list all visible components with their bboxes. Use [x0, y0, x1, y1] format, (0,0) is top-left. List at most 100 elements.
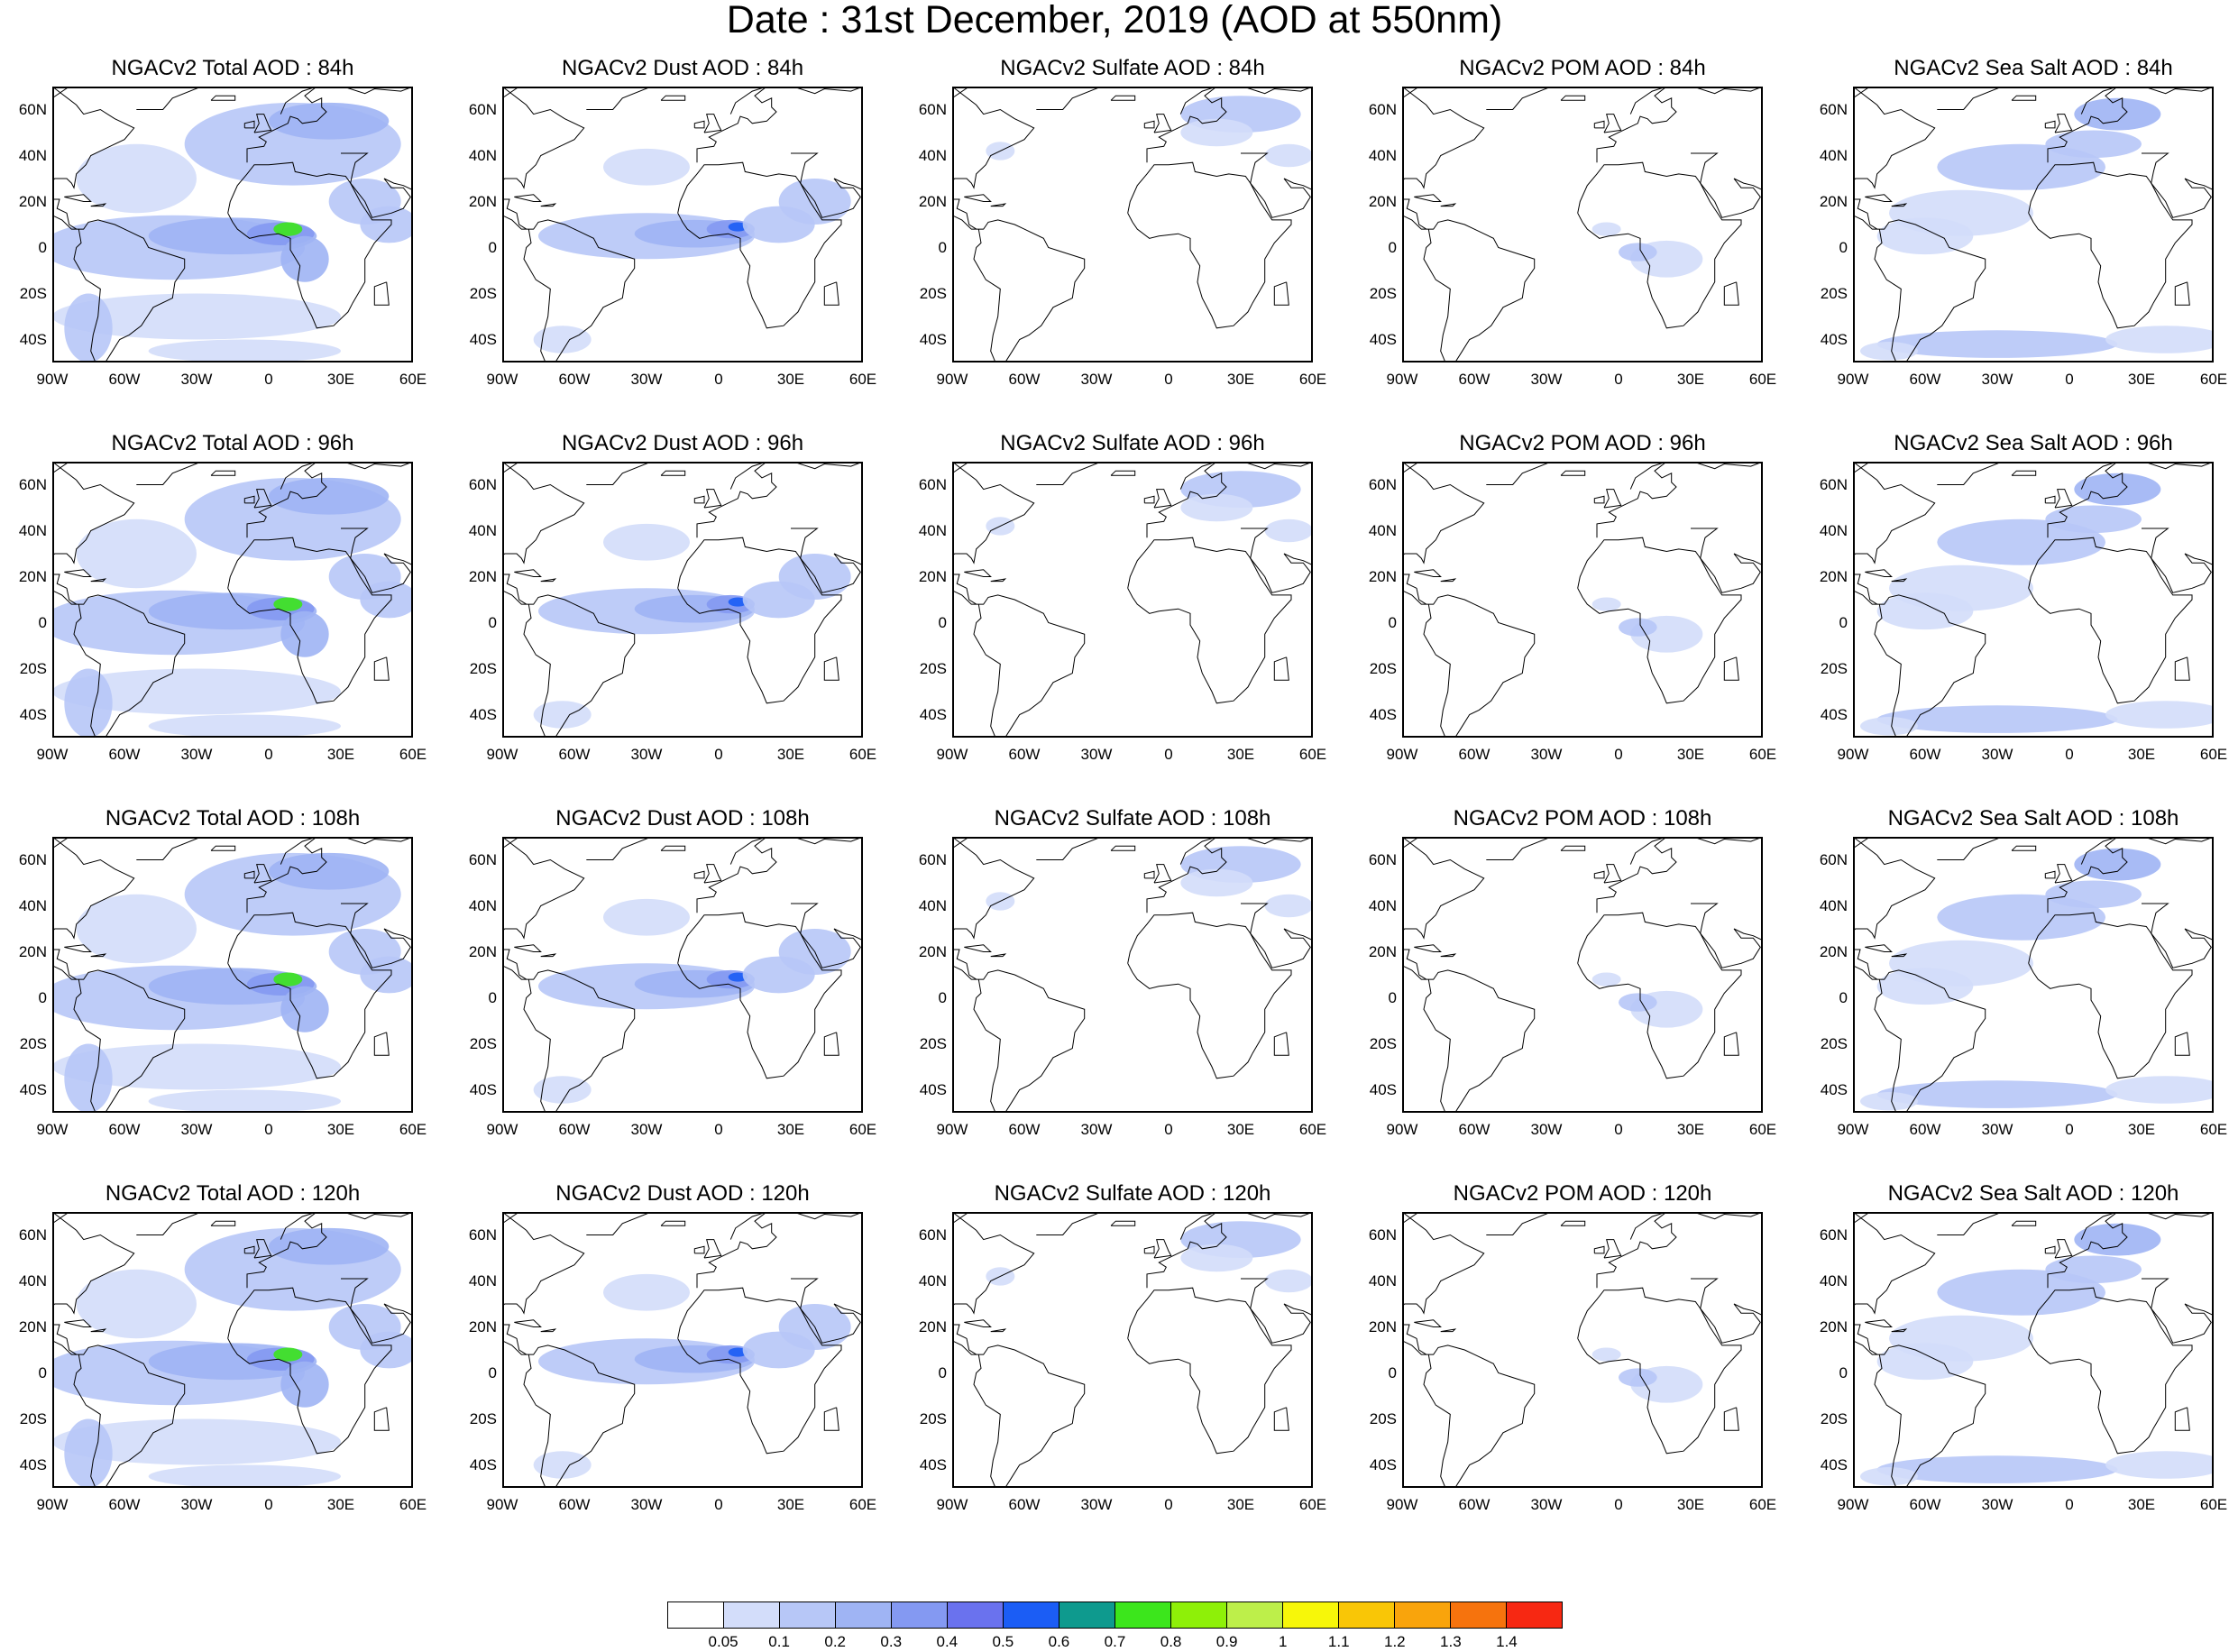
- map-panel: NGACv2 Dust AOD : 84h 60N 40N 20N 0 20S 40S 90W…: [469, 56, 876, 388]
- coastline: [1179, 1214, 1213, 1240]
- lon-tick-label: 30W: [1981, 1496, 2013, 1513]
- coastline: [280, 1214, 313, 1240]
- colorbar-box: [1171, 1602, 1227, 1628]
- lat-tick-label: 20S: [19, 284, 47, 302]
- lon-tick-label: 30W: [180, 371, 213, 388]
- coastline: [2028, 1287, 2193, 1455]
- aod-field: [148, 714, 341, 736]
- coastline: [1603, 114, 1622, 133]
- lon-tick-label: 30E: [1226, 1121, 1255, 1138]
- coastline: [1179, 88, 1213, 115]
- aod-field: [64, 1043, 113, 1111]
- coastline: [1404, 574, 1536, 736]
- coastline: [1865, 944, 1893, 952]
- lat-tick-label: 0: [1388, 613, 1397, 631]
- lon-tick-label: 90W: [1837, 1121, 1869, 1138]
- coastline: [1404, 463, 1417, 473]
- lat-tick-label: 20S: [19, 1409, 47, 1427]
- coastline: [2142, 152, 2212, 218]
- coastline: [954, 839, 1035, 940]
- coastline: [1404, 1324, 1536, 1486]
- coastline: [660, 1220, 686, 1226]
- coastline: [64, 944, 92, 952]
- coastline: [696, 839, 860, 913]
- coastline: [1865, 569, 1893, 577]
- lat-tick-label: 40N: [1368, 146, 1397, 164]
- lon-tick-label: 90W: [486, 1121, 518, 1138]
- coastline: [791, 152, 861, 218]
- coastline: [1440, 953, 1457, 958]
- coastline: [504, 1214, 518, 1224]
- coastline: [2011, 1220, 2037, 1226]
- coastline: [1486, 463, 1548, 485]
- coastline: [90, 578, 107, 583]
- lat-tick-label: 60N: [18, 475, 47, 493]
- lon-tick-label: 30W: [1981, 1121, 2013, 1138]
- coastline: [1110, 1220, 1136, 1226]
- lon-tick-label: 90W: [36, 1121, 69, 1138]
- map-plot-area: [52, 87, 413, 363]
- lon-tick-label: 60E: [1748, 1121, 1777, 1138]
- coastline: [136, 1214, 198, 1235]
- lon-tick-label: 30E: [326, 1496, 355, 1513]
- map-plot-area: [502, 462, 863, 738]
- lon-tick-label: 60E: [2199, 1121, 2228, 1138]
- coastline: [227, 912, 392, 1079]
- coastline: [1404, 949, 1536, 1111]
- coastline: [1560, 470, 1586, 476]
- aod-field: [76, 143, 197, 214]
- lat-tick-label: 40N: [468, 146, 497, 164]
- aod-field: [76, 1269, 197, 1339]
- lon-tick-label: 90W: [36, 371, 69, 388]
- lat-tick-label: 40N: [1819, 146, 1848, 164]
- coastline: [540, 203, 557, 207]
- lat-tick-label: 20S: [1820, 1409, 1848, 1427]
- coastline: [227, 161, 392, 329]
- panel-title: NGACv2 POM AOD : 96h: [1459, 431, 1706, 455]
- lon-tick-label: 30W: [630, 1121, 663, 1138]
- coastline: [1241, 528, 1311, 593]
- coastline: [1146, 1214, 1310, 1289]
- coastline: [823, 1032, 839, 1056]
- coastline: [1146, 839, 1310, 913]
- lat-tick-label: 40S: [919, 330, 947, 348]
- aod-field: [1180, 1244, 1253, 1272]
- coastline: [1146, 88, 1310, 163]
- coastline: [54, 1214, 135, 1315]
- coastline: [243, 120, 255, 129]
- coastline: [504, 1214, 585, 1315]
- lat-tick-label: 20S: [19, 659, 47, 677]
- coastline: [990, 1328, 1007, 1333]
- colorbar-label: 1.4: [1496, 1633, 1518, 1650]
- coastline: [504, 949, 636, 1111]
- aod-field: [360, 1331, 411, 1369]
- lon-tick-label: 60E: [1298, 371, 1327, 388]
- lat-tick-label: 60N: [1819, 850, 1848, 868]
- coastline: [253, 864, 272, 884]
- coastline: [964, 194, 992, 202]
- coastline: [1560, 845, 1586, 851]
- lon-tick-label: 60E: [1748, 746, 1777, 763]
- coastline: [586, 463, 648, 485]
- aod-field: [2045, 505, 2142, 534]
- coastline: [540, 578, 557, 583]
- coastline: [1593, 495, 1605, 504]
- aod-field: [2045, 1255, 2142, 1284]
- coastline: [586, 1214, 648, 1235]
- coastline: [1273, 1407, 1289, 1431]
- lat-tick-label: 60N: [18, 100, 47, 118]
- lat-tick-label: 0: [1839, 988, 1848, 1006]
- lon-tick-label: 60W: [1909, 1496, 1941, 1513]
- coastline: [1596, 88, 1760, 163]
- coastline: [1143, 495, 1155, 504]
- aod-field: [1937, 1269, 2105, 1316]
- lat-tick-label: 20S: [1820, 1034, 1848, 1052]
- aod-field: [2105, 701, 2212, 729]
- lon-tick-label: 60W: [108, 1496, 141, 1513]
- lon-tick-label: 0: [264, 371, 273, 388]
- coastline: [1891, 578, 1908, 583]
- coastline: [1855, 88, 1936, 189]
- aod-map: [504, 1214, 861, 1486]
- lon-tick-label: 0: [1164, 1496, 1173, 1513]
- lat-tick-label: 40S: [19, 330, 47, 348]
